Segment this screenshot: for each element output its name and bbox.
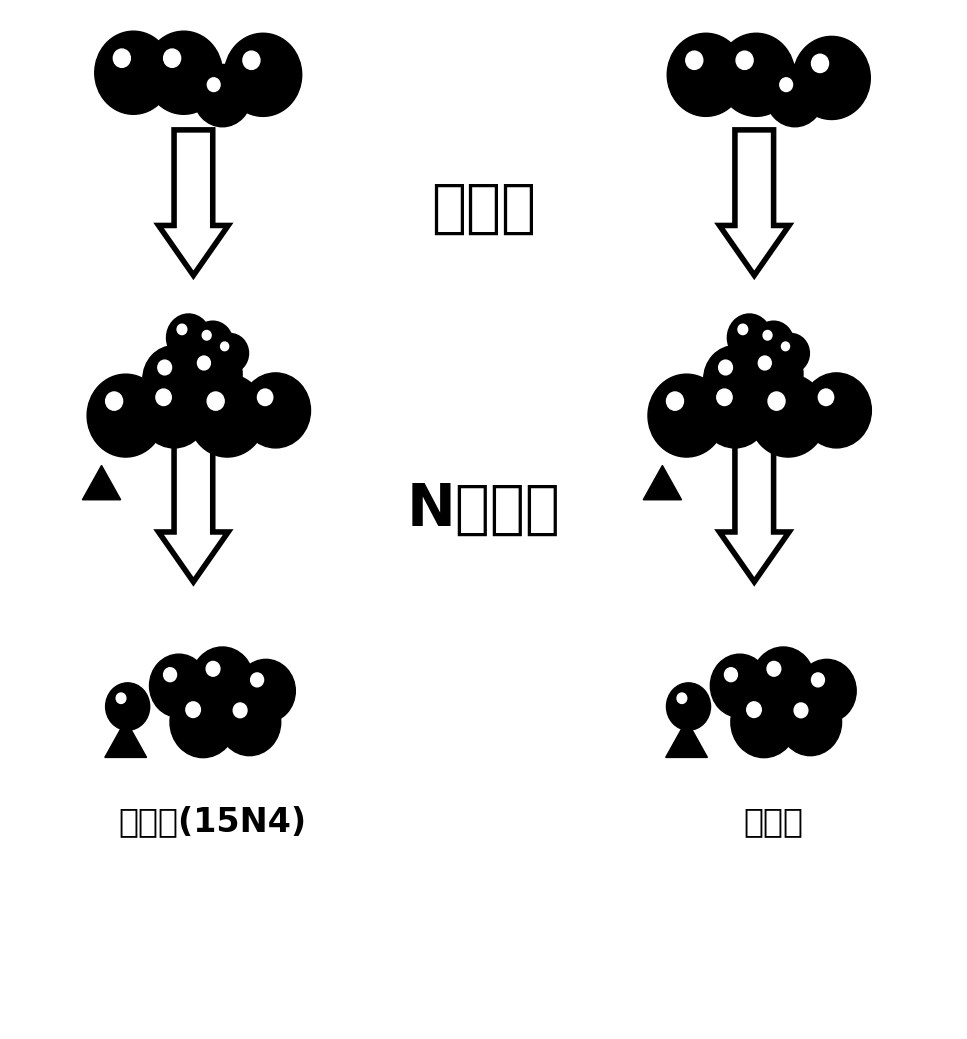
Circle shape: [220, 342, 228, 351]
Circle shape: [704, 346, 766, 412]
Circle shape: [779, 689, 841, 755]
Circle shape: [156, 389, 171, 405]
Circle shape: [648, 374, 725, 457]
Circle shape: [753, 321, 794, 365]
Circle shape: [186, 702, 200, 718]
Circle shape: [736, 51, 753, 70]
Circle shape: [158, 361, 171, 375]
Circle shape: [197, 356, 211, 370]
Circle shape: [212, 334, 249, 373]
Circle shape: [749, 374, 827, 457]
Circle shape: [145, 31, 222, 114]
Polygon shape: [719, 130, 789, 275]
Circle shape: [666, 683, 711, 730]
Polygon shape: [159, 130, 228, 275]
Circle shape: [139, 373, 209, 448]
Circle shape: [767, 662, 780, 676]
Circle shape: [745, 343, 803, 405]
Polygon shape: [665, 720, 708, 757]
Circle shape: [237, 660, 295, 722]
Circle shape: [794, 703, 807, 718]
Circle shape: [818, 389, 834, 405]
Circle shape: [233, 703, 247, 718]
Circle shape: [686, 51, 703, 70]
Circle shape: [779, 78, 793, 91]
Circle shape: [202, 330, 211, 340]
Circle shape: [177, 324, 187, 335]
Circle shape: [711, 655, 769, 717]
Circle shape: [738, 324, 747, 335]
Circle shape: [207, 78, 220, 91]
Circle shape: [747, 702, 761, 718]
Circle shape: [666, 392, 684, 410]
Circle shape: [793, 36, 870, 119]
Circle shape: [163, 49, 181, 68]
Circle shape: [184, 343, 242, 405]
Polygon shape: [643, 465, 682, 500]
Circle shape: [718, 361, 732, 375]
Polygon shape: [104, 720, 147, 757]
Circle shape: [224, 33, 302, 116]
Polygon shape: [82, 465, 121, 500]
Polygon shape: [719, 431, 789, 582]
Circle shape: [105, 683, 150, 730]
Circle shape: [116, 693, 126, 703]
Circle shape: [717, 389, 732, 405]
Circle shape: [700, 373, 770, 448]
Circle shape: [166, 314, 211, 362]
Circle shape: [87, 374, 164, 457]
Circle shape: [243, 51, 260, 70]
Polygon shape: [159, 431, 228, 582]
Circle shape: [731, 687, 797, 757]
Circle shape: [113, 49, 131, 68]
Circle shape: [170, 687, 236, 757]
Circle shape: [667, 33, 745, 116]
Circle shape: [768, 392, 785, 410]
Circle shape: [257, 389, 273, 405]
Circle shape: [811, 673, 825, 687]
Circle shape: [207, 392, 224, 410]
Circle shape: [105, 392, 123, 410]
Circle shape: [150, 655, 208, 717]
Circle shape: [727, 314, 772, 362]
Circle shape: [95, 31, 172, 114]
Circle shape: [758, 356, 772, 370]
Circle shape: [802, 373, 871, 448]
Circle shape: [781, 342, 789, 351]
Text: N端标记: N端标记: [406, 481, 561, 537]
Circle shape: [163, 668, 177, 682]
Circle shape: [206, 662, 220, 676]
Circle shape: [724, 668, 738, 682]
Circle shape: [191, 647, 253, 714]
Circle shape: [718, 33, 795, 116]
Circle shape: [766, 64, 824, 127]
Circle shape: [192, 321, 233, 365]
Circle shape: [189, 374, 266, 457]
Circle shape: [241, 373, 310, 448]
Circle shape: [250, 673, 264, 687]
Circle shape: [193, 64, 251, 127]
Circle shape: [677, 693, 687, 703]
Circle shape: [763, 330, 772, 340]
Circle shape: [219, 689, 280, 755]
Circle shape: [773, 334, 809, 373]
Circle shape: [752, 647, 814, 714]
Circle shape: [798, 660, 856, 722]
Circle shape: [143, 346, 205, 412]
Circle shape: [811, 54, 829, 73]
Text: 胍基化: 胍基化: [431, 180, 536, 236]
Text: 精氨酸(15N4): 精氨酸(15N4): [119, 805, 307, 838]
Text: 精氨酸: 精氨酸: [744, 805, 804, 838]
